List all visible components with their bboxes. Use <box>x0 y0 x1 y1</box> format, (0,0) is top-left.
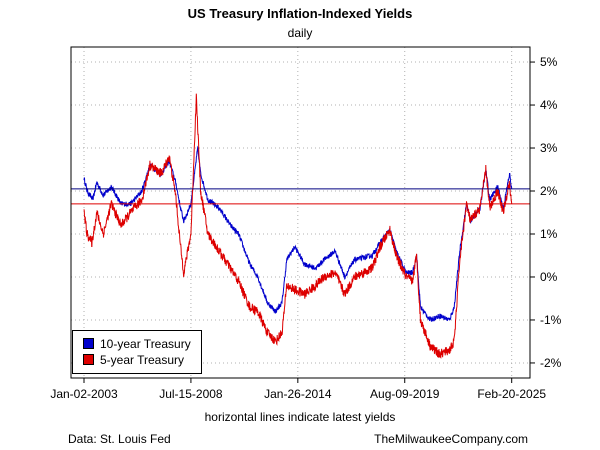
series-line-5yr <box>83 93 513 359</box>
y-tick-label: 4% <box>540 98 558 112</box>
series-layer <box>83 93 513 359</box>
legend-swatch-5yr <box>83 354 94 366</box>
plot-frame <box>70 46 531 379</box>
legend-label-5yr: 5-year Treasury <box>100 353 185 367</box>
legend: 10-year Treasury 5-year Treasury <box>72 330 202 374</box>
grid-lines <box>71 47 530 378</box>
x-axis: Jan-02-2003 Jul-15-2008 Jan-26-2014 Aug-09-… <box>50 378 546 401</box>
y-tick-label: 0% <box>540 270 558 284</box>
y-tick-label: 3% <box>540 141 558 155</box>
legend-item-10yr: 10-year Treasury <box>83 337 191 351</box>
x-tick-label: Jan-26-2014 <box>264 387 332 401</box>
y-tick-label: -1% <box>540 313 562 327</box>
latest-yield-lines <box>71 188 530 205</box>
series-line-10yr <box>83 145 513 322</box>
x-tick-label: Aug-09-2019 <box>370 387 440 401</box>
legend-label-10yr: 10-year Treasury <box>100 337 191 351</box>
x-tick-label: Feb-20-2025 <box>477 387 546 401</box>
legend-item-5yr: 5-year Treasury <box>83 353 184 367</box>
data-source: Data: St. Louis Fed <box>68 432 171 446</box>
y-tick-label: 5% <box>540 55 558 69</box>
x-tick-label: Jan-02-2003 <box>50 387 118 401</box>
chart-subtitle: daily <box>287 26 313 40</box>
chart-title: US Treasury Inflation-Indexed Yields <box>187 6 413 21</box>
y-tick-label: 2% <box>540 184 558 198</box>
chart-note: horizontal lines indicate latest yields <box>204 410 396 424</box>
y-axis: -2% -1% 0% 1% 2% 3% 4% 5% <box>530 55 562 370</box>
legend-swatch-10yr <box>83 338 94 350</box>
chart-credit: TheMilwaukeeCompany.com <box>374 432 528 446</box>
y-tick-label: 1% <box>540 227 558 241</box>
y-tick-label: -2% <box>540 356 562 370</box>
x-tick-label: Jul-15-2008 <box>159 387 223 401</box>
